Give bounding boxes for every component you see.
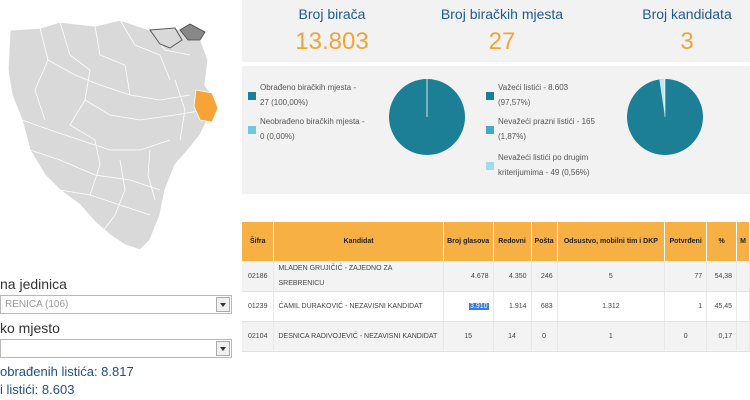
- ballots-pie-chart: [627, 78, 703, 155]
- cell-regular: 1.914: [493, 291, 532, 322]
- legend-swatch-blank: [486, 126, 494, 134]
- chevron-down-icon[interactable]: [216, 341, 230, 356]
- stat-polling-stations-value: 27: [488, 28, 516, 55]
- col-confirmed[interactable]: Potvrđeni: [664, 222, 708, 261]
- cell-votes: 3.910: [443, 291, 494, 322]
- cell-post: 246: [531, 261, 558, 292]
- stat-candidates-label: Broj kandidata: [642, 6, 732, 22]
- legend-unprocessed: Neobrađeno biračkih mjesta - 0 (0,00%): [260, 114, 365, 144]
- stat-candidates-value: 3: [680, 28, 694, 55]
- unit-label: na jedinica: [0, 276, 67, 292]
- cell-candidate: MLADEN GRUJIČIĆ - ZAJEDNO ZA SREBRENICU: [273, 261, 444, 292]
- cell-absent: 1.312: [557, 291, 666, 322]
- legend-other: Nevažeći listići po drugim kriterijumima…: [498, 150, 590, 180]
- cell-confirmed: 1: [664, 291, 708, 322]
- cell-percent: 0,17: [706, 321, 738, 352]
- cell-m: [736, 321, 750, 352]
- legend-processed-line2: 27 (100,00%): [260, 98, 309, 107]
- table-row[interactable]: 01239 ĆAMIL DURAKOVIĆ - NEZAVISNI KANDID…: [242, 291, 750, 322]
- cell-regular: 4.350: [493, 261, 532, 292]
- col-candidate[interactable]: Kandidat: [273, 222, 444, 261]
- map-panel: [0, 0, 232, 272]
- chevron-down-icon[interactable]: [216, 297, 230, 312]
- legend-blank-line1: Nevažeći prazni listići - 165: [498, 117, 595, 126]
- place-label: ko mjesto: [0, 320, 60, 336]
- cell-percent: 54,38: [706, 261, 738, 292]
- cell-code: 02186: [242, 261, 275, 292]
- col-regular[interactable]: Redovni: [493, 222, 532, 261]
- results-table-wrap: Šifra Kandidat Broj glasova Redovni Pošt…: [242, 222, 750, 352]
- legend-unprocessed-line2: 0 (0,00%): [260, 132, 295, 141]
- cell-confirmed: 0: [664, 321, 708, 352]
- col-votes[interactable]: Broj glasova: [443, 222, 494, 261]
- legend-blank: Nevažeći prazni listići - 165 (1,87%): [498, 114, 595, 144]
- col-percent[interactable]: %: [706, 222, 738, 261]
- cell-code: 02104: [242, 321, 275, 352]
- cell-regular: 14: [493, 321, 532, 352]
- bih-map[interactable]: [0, 0, 232, 272]
- table-header-row: Šifra Kandidat Broj glasova Redovni Pošt…: [242, 222, 750, 261]
- selected-municipality[interactable]: [193, 89, 219, 123]
- stations-pie-chart: [389, 79, 465, 155]
- cell-votes: 15: [443, 321, 494, 352]
- selected-text[interactable]: 3.910: [469, 303, 489, 310]
- municipality-borders: [21, 19, 206, 236]
- stat-voters: Broj birača 13.803: [262, 0, 402, 56]
- stats-bar: Broj birača 13.803 Broj biračkih mjesta …: [242, 0, 750, 62]
- unit-select[interactable]: RENICA (106): [0, 295, 232, 314]
- legend-valid-line1: Važeći listići - 8.603: [498, 83, 569, 92]
- legend-processed: Obrađeno biračkih mjesta - 27 (100,00%): [260, 80, 356, 110]
- cell-m: [736, 291, 750, 322]
- legend-swatch-processed: [248, 92, 256, 100]
- col-post[interactable]: Pošta: [531, 222, 558, 261]
- stat-voters-label: Broj birača: [298, 6, 366, 22]
- cell-candidate: ĆAMIL DURAKOVIĆ - NEZAVISNI KANDIDAT: [273, 291, 444, 322]
- legend-swatch-valid: [486, 92, 494, 100]
- place-select[interactable]: [0, 339, 232, 358]
- legend-other-line1: Nevažeći listići po drugim: [498, 153, 589, 162]
- pie-section: Obrađeno biračkih mjesta - 27 (100,00%) …: [242, 66, 750, 194]
- cell-percent: 45,45: [706, 291, 738, 322]
- legend-valid: Važeći listići - 8.603 (97,57%): [498, 80, 568, 110]
- col-code[interactable]: Šifra: [242, 222, 275, 261]
- legend-swatch-other: [486, 162, 494, 170]
- legend-valid-line2: (97,57%): [498, 98, 531, 107]
- cell-absent: 5: [557, 261, 666, 292]
- brcko-shape: [179, 23, 206, 41]
- cell-votes: 4.678: [443, 261, 494, 292]
- pie-slice-invalid: [659, 78, 665, 117]
- stat-polling-stations-label: Broj biračkih mjesta: [440, 6, 564, 22]
- processed-ballots-text: obrađenih listića: 8.817: [0, 364, 134, 379]
- legend-blank-line2: (1,87%): [498, 132, 527, 141]
- legend-swatch-unprocessed: [248, 126, 256, 134]
- table-row[interactable]: 02186 MLADEN GRUJIČIĆ - ZAJEDNO ZA SREBR…: [242, 261, 750, 292]
- legend-unprocessed-line1: Neobrađeno biračkih mjesta -: [260, 117, 365, 126]
- legend-other-line2: kriterijumima - 49 (0,56%): [498, 168, 590, 177]
- stat-polling-stations: Broj biračkih mjesta 27: [432, 0, 572, 56]
- country-shape: [7, 19, 213, 251]
- results-table: Šifra Kandidat Broj glasova Redovni Pošt…: [242, 222, 750, 352]
- col-absent[interactable]: Odsustvo, mobilni tim i DKP: [557, 222, 666, 261]
- col-m[interactable]: M: [736, 222, 750, 261]
- cell-code: 01239: [242, 291, 275, 322]
- valid-ballots-text: i listići: 8.603: [0, 382, 75, 397]
- cell-post: 0: [531, 321, 558, 352]
- cell-absent: 1: [557, 321, 666, 352]
- border-line: [149, 27, 183, 49]
- cell-m: [736, 261, 750, 292]
- cell-post: 683: [531, 291, 558, 322]
- legend-processed-line1: Obrađeno biračkih mjesta -: [260, 83, 357, 92]
- cell-candidate: DESNICA RADIVOJEVIĆ - NEZAVISNI KANDIDAT: [273, 321, 444, 352]
- unit-select-value: RENICA (106): [5, 299, 69, 310]
- stat-voters-value: 13.803: [295, 28, 369, 55]
- stat-candidates: Broj kandidata 3: [612, 0, 750, 56]
- cell-confirmed: 77: [664, 261, 708, 292]
- table-row[interactable]: 02104 DESNICA RADIVOJEVIĆ - NEZAVISNI KA…: [242, 321, 750, 352]
